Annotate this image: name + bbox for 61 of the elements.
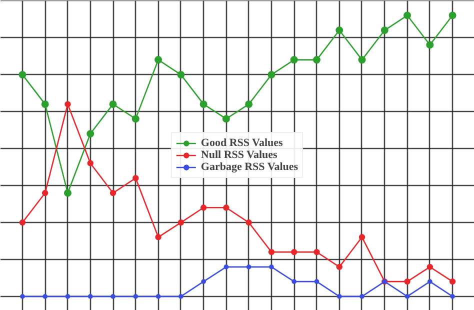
- point: [20, 294, 25, 299]
- point: [358, 56, 366, 64]
- point: [222, 115, 230, 123]
- point: [223, 204, 230, 211]
- point: [448, 12, 456, 20]
- point: [201, 279, 206, 284]
- point: [18, 70, 26, 78]
- point: [65, 294, 70, 299]
- point: [110, 294, 116, 299]
- legend-label: Garbage RSS Values: [200, 161, 298, 173]
- point: [290, 248, 298, 256]
- point: [450, 294, 455, 299]
- point: [64, 101, 71, 108]
- point: [132, 175, 139, 182]
- point: [312, 56, 320, 64]
- point: [246, 219, 252, 226]
- point: [156, 294, 161, 299]
- point: [426, 264, 434, 270]
- point: [42, 294, 48, 299]
- point: [404, 278, 410, 285]
- point: [404, 12, 412, 20]
- point: [336, 294, 342, 299]
- point: [426, 41, 434, 49]
- point: [64, 189, 72, 197]
- point: [290, 56, 298, 64]
- point: [178, 294, 184, 299]
- point: [177, 70, 185, 78]
- point: [427, 279, 432, 284]
- point: [109, 100, 117, 108]
- point: [246, 264, 252, 270]
- legend-label: Good RSS Values: [200, 137, 283, 149]
- point: [178, 219, 184, 226]
- point: [154, 56, 162, 64]
- point: [269, 264, 274, 270]
- point: [449, 278, 456, 285]
- point: [155, 234, 162, 240]
- point: [41, 100, 49, 108]
- point: [224, 264, 229, 270]
- point: [42, 190, 48, 196]
- point: [292, 279, 297, 284]
- point: [380, 26, 388, 34]
- point: [268, 248, 275, 256]
- point: [336, 26, 344, 34]
- point: [200, 204, 207, 211]
- point: [404, 294, 410, 299]
- point: [88, 294, 93, 299]
- point: [132, 115, 140, 123]
- point: [360, 294, 364, 299]
- point: [358, 234, 366, 240]
- point: [86, 130, 94, 138]
- point: [19, 219, 26, 226]
- point: [245, 100, 253, 108]
- point: [200, 100, 208, 108]
- point: [314, 279, 320, 284]
- point: [133, 294, 138, 299]
- point: [87, 160, 94, 166]
- legend-label: Null RSS Values: [200, 149, 278, 161]
- point: [314, 248, 320, 256]
- point: [268, 70, 276, 78]
- point: [336, 264, 342, 270]
- point: [110, 190, 116, 196]
